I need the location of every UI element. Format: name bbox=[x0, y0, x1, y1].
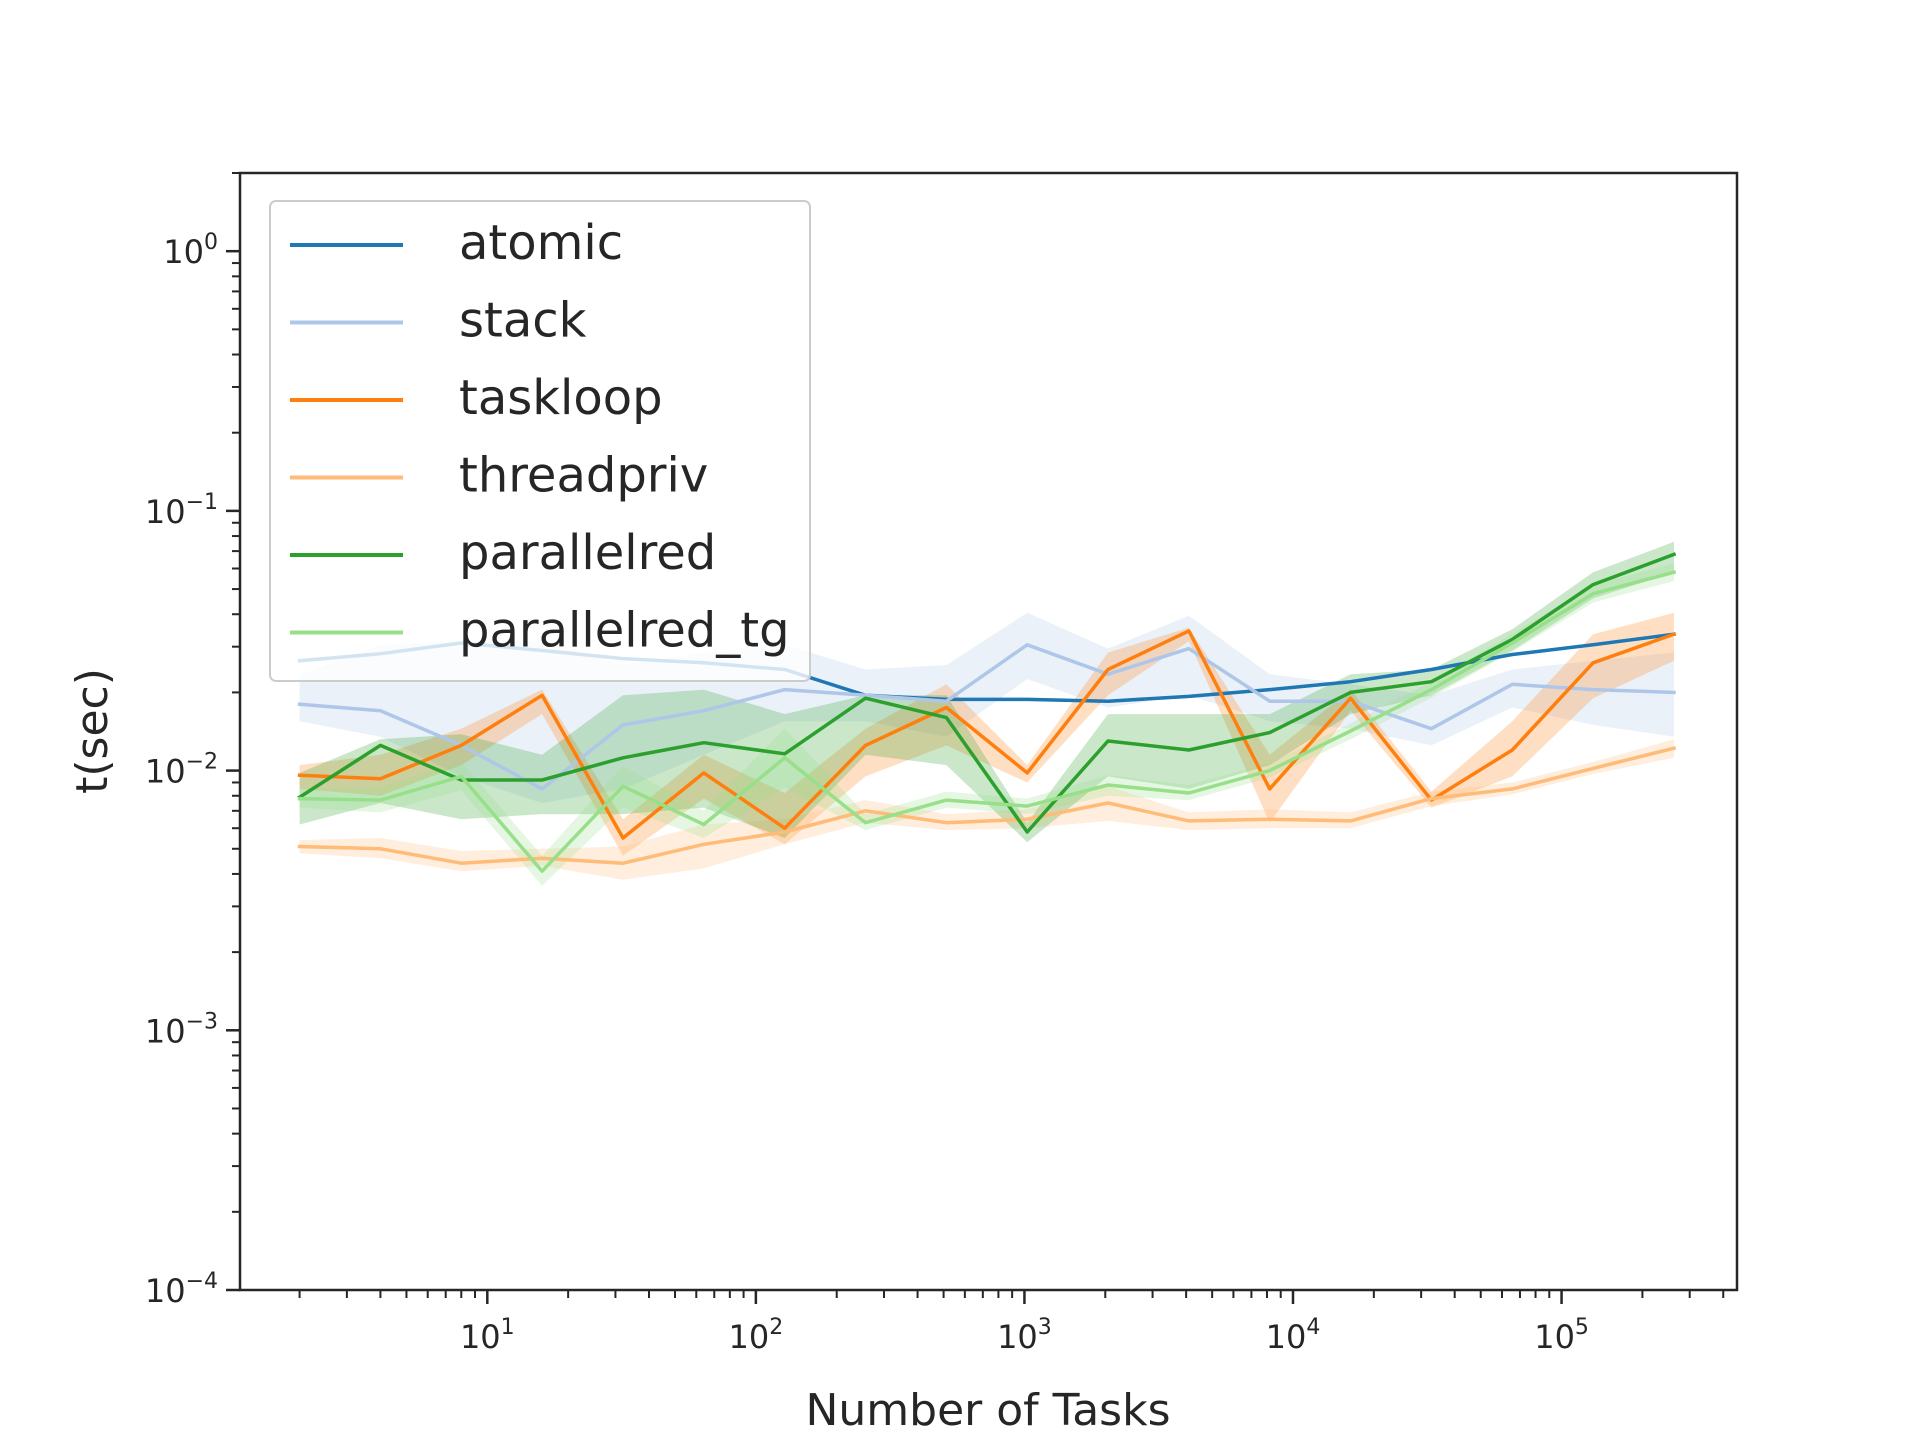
legend: atomic stack taskloop threadpriv parallelred… bbox=[269, 200, 811, 682]
legend-label-threadpriv: threadpriv bbox=[459, 448, 708, 504]
y-tick-label: 10−4 bbox=[145, 1269, 218, 1310]
x-axis-ticks: 101 102 103 104 105 bbox=[298, 1290, 1725, 1356]
legend-frame bbox=[269, 200, 811, 682]
y-tick-label: 100 bbox=[163, 230, 218, 271]
x-tick-label: 105 bbox=[1534, 1315, 1589, 1356]
series-lines bbox=[297, 552, 1677, 873]
plot-frame bbox=[238, 171, 1739, 1292]
x-tick-label: 104 bbox=[1266, 1315, 1321, 1356]
legend-items: atomic stack taskloop threadpriv parallelred… bbox=[290, 215, 790, 659]
x-tick-label: 102 bbox=[729, 1315, 784, 1356]
series-line-parallelred-tg bbox=[297, 570, 1677, 873]
legend-label-taskloop: taskloop bbox=[459, 370, 663, 426]
band-taskloop bbox=[299, 612, 1675, 856]
band-parallelred bbox=[299, 541, 1675, 843]
y-tick-label: 10−3 bbox=[145, 1009, 218, 1050]
x-tick-label: 103 bbox=[997, 1315, 1052, 1356]
y-tick-label: 10−1 bbox=[145, 490, 218, 531]
y-axis-ticks: 10−4 10−3 10−2 10−1 100 bbox=[145, 172, 240, 1310]
band-parallelred-tg bbox=[299, 563, 1675, 886]
x-tick-label: 101 bbox=[460, 1315, 515, 1356]
x-axis-title: Number of Tasks bbox=[805, 1385, 1170, 1436]
y-tick-label: 10−2 bbox=[145, 750, 218, 791]
legend-label-atomic: atomic bbox=[459, 215, 623, 271]
legend-label-parallelred-tg: parallelred_tg bbox=[459, 603, 790, 659]
legend-label-parallelred: parallelred bbox=[459, 525, 716, 581]
y-axis-title: t(sec) bbox=[67, 668, 118, 794]
series-line-threadpriv bbox=[297, 746, 1677, 865]
band-threadpriv bbox=[299, 739, 1675, 880]
series-line-parallelred bbox=[297, 552, 1677, 834]
series-line-taskloop bbox=[297, 629, 1677, 840]
legend-label-stack: stack bbox=[459, 293, 587, 349]
